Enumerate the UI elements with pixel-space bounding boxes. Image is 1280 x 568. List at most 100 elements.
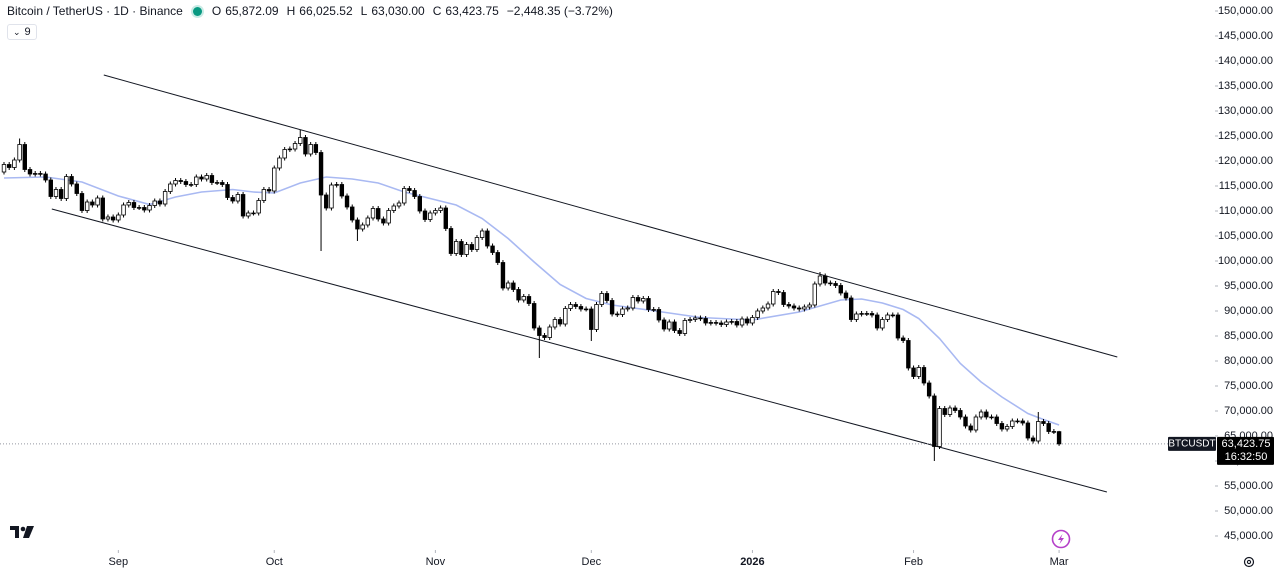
candle-body [152,200,157,206]
y-tick-label: 45,000.00 [1224,530,1273,542]
candle-body [797,307,802,310]
candle-body [874,314,880,329]
candle-body [453,241,459,254]
candle-body [843,292,849,299]
x-tick-label: 2026 [740,556,764,568]
x-tick-label: Dec [582,556,602,568]
candle-body [298,137,303,144]
candle-body [386,210,391,224]
candle-body [895,314,901,339]
candle-body [781,292,786,305]
candle-body [1020,420,1025,424]
candle-body [651,309,656,311]
candle-body [64,176,69,199]
candle-body [916,367,921,377]
candle-body [27,169,33,175]
y-tick-label: 115,000.00 [1219,180,1273,192]
x-tick-label: Mar [1050,556,1069,568]
candle-body [838,285,843,294]
candle-body [391,205,397,211]
indicators-toggle[interactable]: ⌄ 9 [7,24,37,40]
candle-body [833,283,838,286]
candle-body [646,298,651,310]
candle-body [547,326,552,338]
candle-body [719,322,724,325]
candle-body [848,297,854,320]
candle-body [240,194,246,217]
candle-body [246,212,251,217]
candle-body [318,152,324,196]
candle-body [729,321,734,323]
candle-body [48,179,53,197]
candle-body [370,208,376,219]
symbol-title: Bitcoin / TetherUS · 1D · Binance [7,4,183,18]
candle-body [438,207,443,211]
candle-body [984,411,989,418]
x-tick-label: Sep [109,556,129,568]
candle-body [376,208,381,220]
candle-body [292,143,298,150]
candle-body [303,137,308,155]
ohlc-value: 65,872.09 [225,4,279,18]
candle-body [1025,422,1031,439]
y-tick-label: 130,000.00 [1218,105,1273,117]
candle-body [459,241,464,255]
candle-body [199,176,204,180]
candle-body [926,382,932,397]
candle-body [1036,421,1041,442]
candle-body [188,184,194,186]
candle-body [360,224,365,230]
settings-icon[interactable] [1243,556,1255,568]
trend-line [51,208,1108,493]
candle-body [95,197,100,206]
ohlc-value: 63,030.00 [371,4,425,18]
candle-body [272,167,277,192]
candle-body [677,330,682,334]
legend-header: Bitcoin / TetherUS · 1D · Binance O 65,87… [7,4,617,18]
trend-line [103,74,1118,358]
candle-body [552,319,558,328]
candle-body [43,173,48,181]
candle-body [672,321,677,331]
candle-body [698,317,703,320]
candle-body [765,303,771,309]
last-price: 63,423.75 [1222,438,1271,450]
candle-body [942,408,947,415]
candle-body [417,196,422,212]
candle-body [724,321,729,325]
plot-area [0,74,1215,493]
candle-body [750,317,755,324]
indicator-count: 9 [24,26,31,38]
candle-body [708,322,714,324]
candle-body [490,245,495,253]
candle-body [963,416,968,427]
candle-body [599,293,604,305]
y-tick-label: 90,000.00 [1224,305,1273,317]
candle-body [79,193,85,211]
candle-body [511,282,516,290]
candle-body [615,313,620,316]
y-tick-label: 145,000.00 [1218,30,1273,42]
candle-body [38,173,43,175]
ohlc-key: L [360,4,368,18]
candle-body [214,182,220,184]
y-tick-label: 95,000.00 [1224,280,1273,292]
candle-body [989,416,994,419]
candle-body [932,395,937,447]
candle-body [427,212,433,220]
alert-icon[interactable] [1051,529,1071,549]
candle-body [531,303,537,329]
candle-body [183,181,189,185]
candle-body [308,144,313,155]
candle-body [1056,431,1062,445]
candle-body [256,200,261,214]
symbol-tag-bg [1168,436,1216,451]
x-tick-label: Nov [426,556,446,568]
candle-body [277,157,282,169]
y-tick-label: 75,000.00 [1224,380,1273,392]
candle-body [583,308,589,311]
candle-body [1004,426,1010,430]
